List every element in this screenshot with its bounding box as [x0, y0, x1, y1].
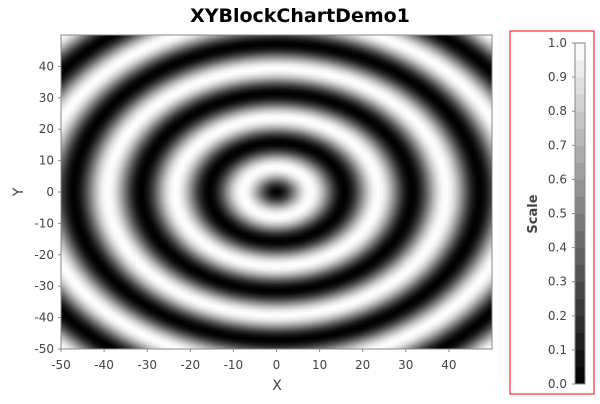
y-tick-label: -40	[34, 311, 54, 325]
y-tick-label: 10	[39, 154, 54, 168]
colorbar-tick-label: 0.5	[548, 207, 567, 221]
y-tick-label: -50	[34, 342, 54, 356]
colorbar-gradient	[574, 42, 586, 385]
colorbar-step	[575, 247, 585, 266]
y-tick-label: 20	[39, 122, 54, 136]
colorbar-step	[575, 77, 585, 95]
x-axis-ticks: -50 -40 -30 -20 -10 0 10 20 30 40	[51, 349, 457, 372]
colorbar-title: Scale	[526, 194, 541, 233]
x-axis-label: X	[272, 378, 282, 394]
colorbar-step	[575, 230, 585, 249]
colorbar-tick-label: 0.6	[548, 172, 567, 186]
colorbar-step	[575, 196, 585, 214]
colorbar-tick-label: 0.7	[548, 138, 567, 152]
x-tick-label: 20	[355, 358, 370, 372]
colorbar-tick-label: 0.8	[548, 104, 567, 118]
colorbar-step	[575, 281, 585, 300]
x-tick-label: -20	[180, 358, 200, 372]
y-axis-ticks: -50 -40 -30 -20 -10 0 10 20 30 40	[34, 59, 61, 356]
y-tick-label: -30	[34, 279, 54, 293]
colorbar-step	[575, 349, 585, 368]
colorbar-tick-label: 0.4	[548, 241, 567, 255]
x-tick-label: 40	[441, 358, 456, 372]
x-tick-label: -30	[137, 358, 157, 372]
colorbar-tick-label: 0.3	[548, 275, 567, 289]
colorbar-step	[575, 213, 585, 232]
colorbar-step	[575, 128, 585, 146]
y-tick-label: -10	[34, 216, 54, 230]
x-tick-label: -50	[51, 358, 71, 372]
colorbar-step	[575, 366, 585, 385]
y-tick-label: -20	[34, 248, 54, 262]
heatmap-image	[61, 35, 492, 349]
colorbar-tick-label: 1.0	[548, 36, 567, 50]
colorbar-step	[575, 43, 585, 61]
colorbar-step	[575, 264, 585, 283]
x-tick-label: -10	[224, 358, 244, 372]
colorbar-ticks: 0.0 0.1 0.2 0.3 0.4 0.5 0.6 0.7 0.8 0.9 1.0	[548, 36, 575, 391]
colorbar-step	[575, 162, 585, 180]
colorbar-tick-label: 0.9	[548, 70, 567, 84]
colorbar-tick-label: 0.0	[548, 377, 567, 391]
colorbar-step	[575, 332, 585, 351]
y-tick-label: 0	[46, 185, 54, 199]
colorbar-border	[509, 30, 595, 395]
colorbar-step	[575, 111, 585, 129]
colorbar-step	[575, 94, 585, 112]
y-axis-label: Y	[11, 187, 27, 197]
colorbar-step	[575, 145, 585, 163]
colorbar-step	[575, 315, 585, 334]
y-tick-label: 30	[39, 91, 54, 105]
colorbar-step	[575, 179, 585, 197]
y-tick-label: 40	[39, 59, 54, 73]
heatmap-plot	[60, 34, 493, 350]
x-tick-label: 30	[398, 358, 413, 372]
chart-title: XYBlockChartDemo1	[190, 5, 410, 27]
x-tick-label: 0	[273, 358, 281, 372]
colorbar-tick-label: 0.2	[548, 309, 567, 323]
colorbar-step	[575, 60, 585, 78]
colorbar-tick-label: 0.1	[548, 343, 567, 357]
colorbar-step	[575, 298, 585, 317]
x-tick-label: -40	[94, 358, 114, 372]
x-tick-label: 10	[312, 358, 327, 372]
colorbar-legend: 0.0 0.1 0.2 0.3 0.4 0.5 0.6 0.7 0.8 0.9 1.0 Scale	[509, 30, 595, 395]
